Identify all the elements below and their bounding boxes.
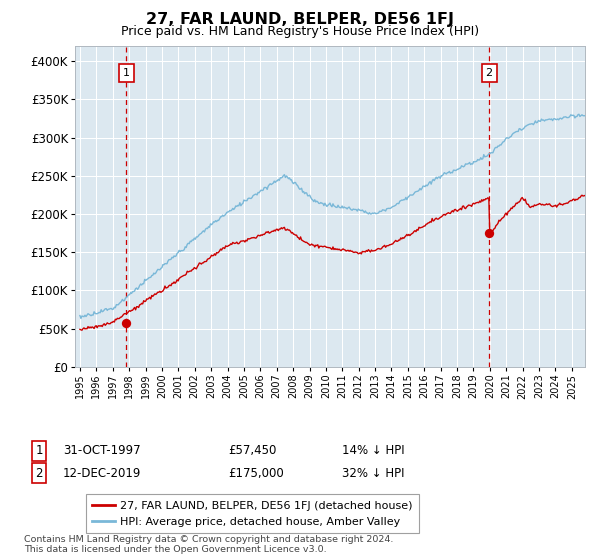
Legend: 27, FAR LAUND, BELPER, DE56 1FJ (detached house), HPI: Average price, detached h: 27, FAR LAUND, BELPER, DE56 1FJ (detache… [86,494,419,533]
Text: £175,000: £175,000 [228,466,284,480]
Point [122,319,131,328]
Text: Price paid vs. HM Land Registry's House Price Index (HPI): Price paid vs. HM Land Registry's House … [121,25,479,38]
Text: 12-DEC-2019: 12-DEC-2019 [63,466,142,480]
Text: 32% ↓ HPI: 32% ↓ HPI [342,466,404,480]
Text: Contains HM Land Registry data © Crown copyright and database right 2024.
This d: Contains HM Land Registry data © Crown c… [24,535,394,554]
Text: 1: 1 [123,68,130,78]
Point [484,228,494,237]
Text: 31-OCT-1997: 31-OCT-1997 [63,444,140,458]
Text: £57,450: £57,450 [228,444,277,458]
Text: 1: 1 [35,444,43,458]
Text: 14% ↓ HPI: 14% ↓ HPI [342,444,404,458]
Text: 2: 2 [485,68,493,78]
Text: 2: 2 [35,466,43,480]
Text: 27, FAR LAUND, BELPER, DE56 1FJ: 27, FAR LAUND, BELPER, DE56 1FJ [146,12,454,27]
